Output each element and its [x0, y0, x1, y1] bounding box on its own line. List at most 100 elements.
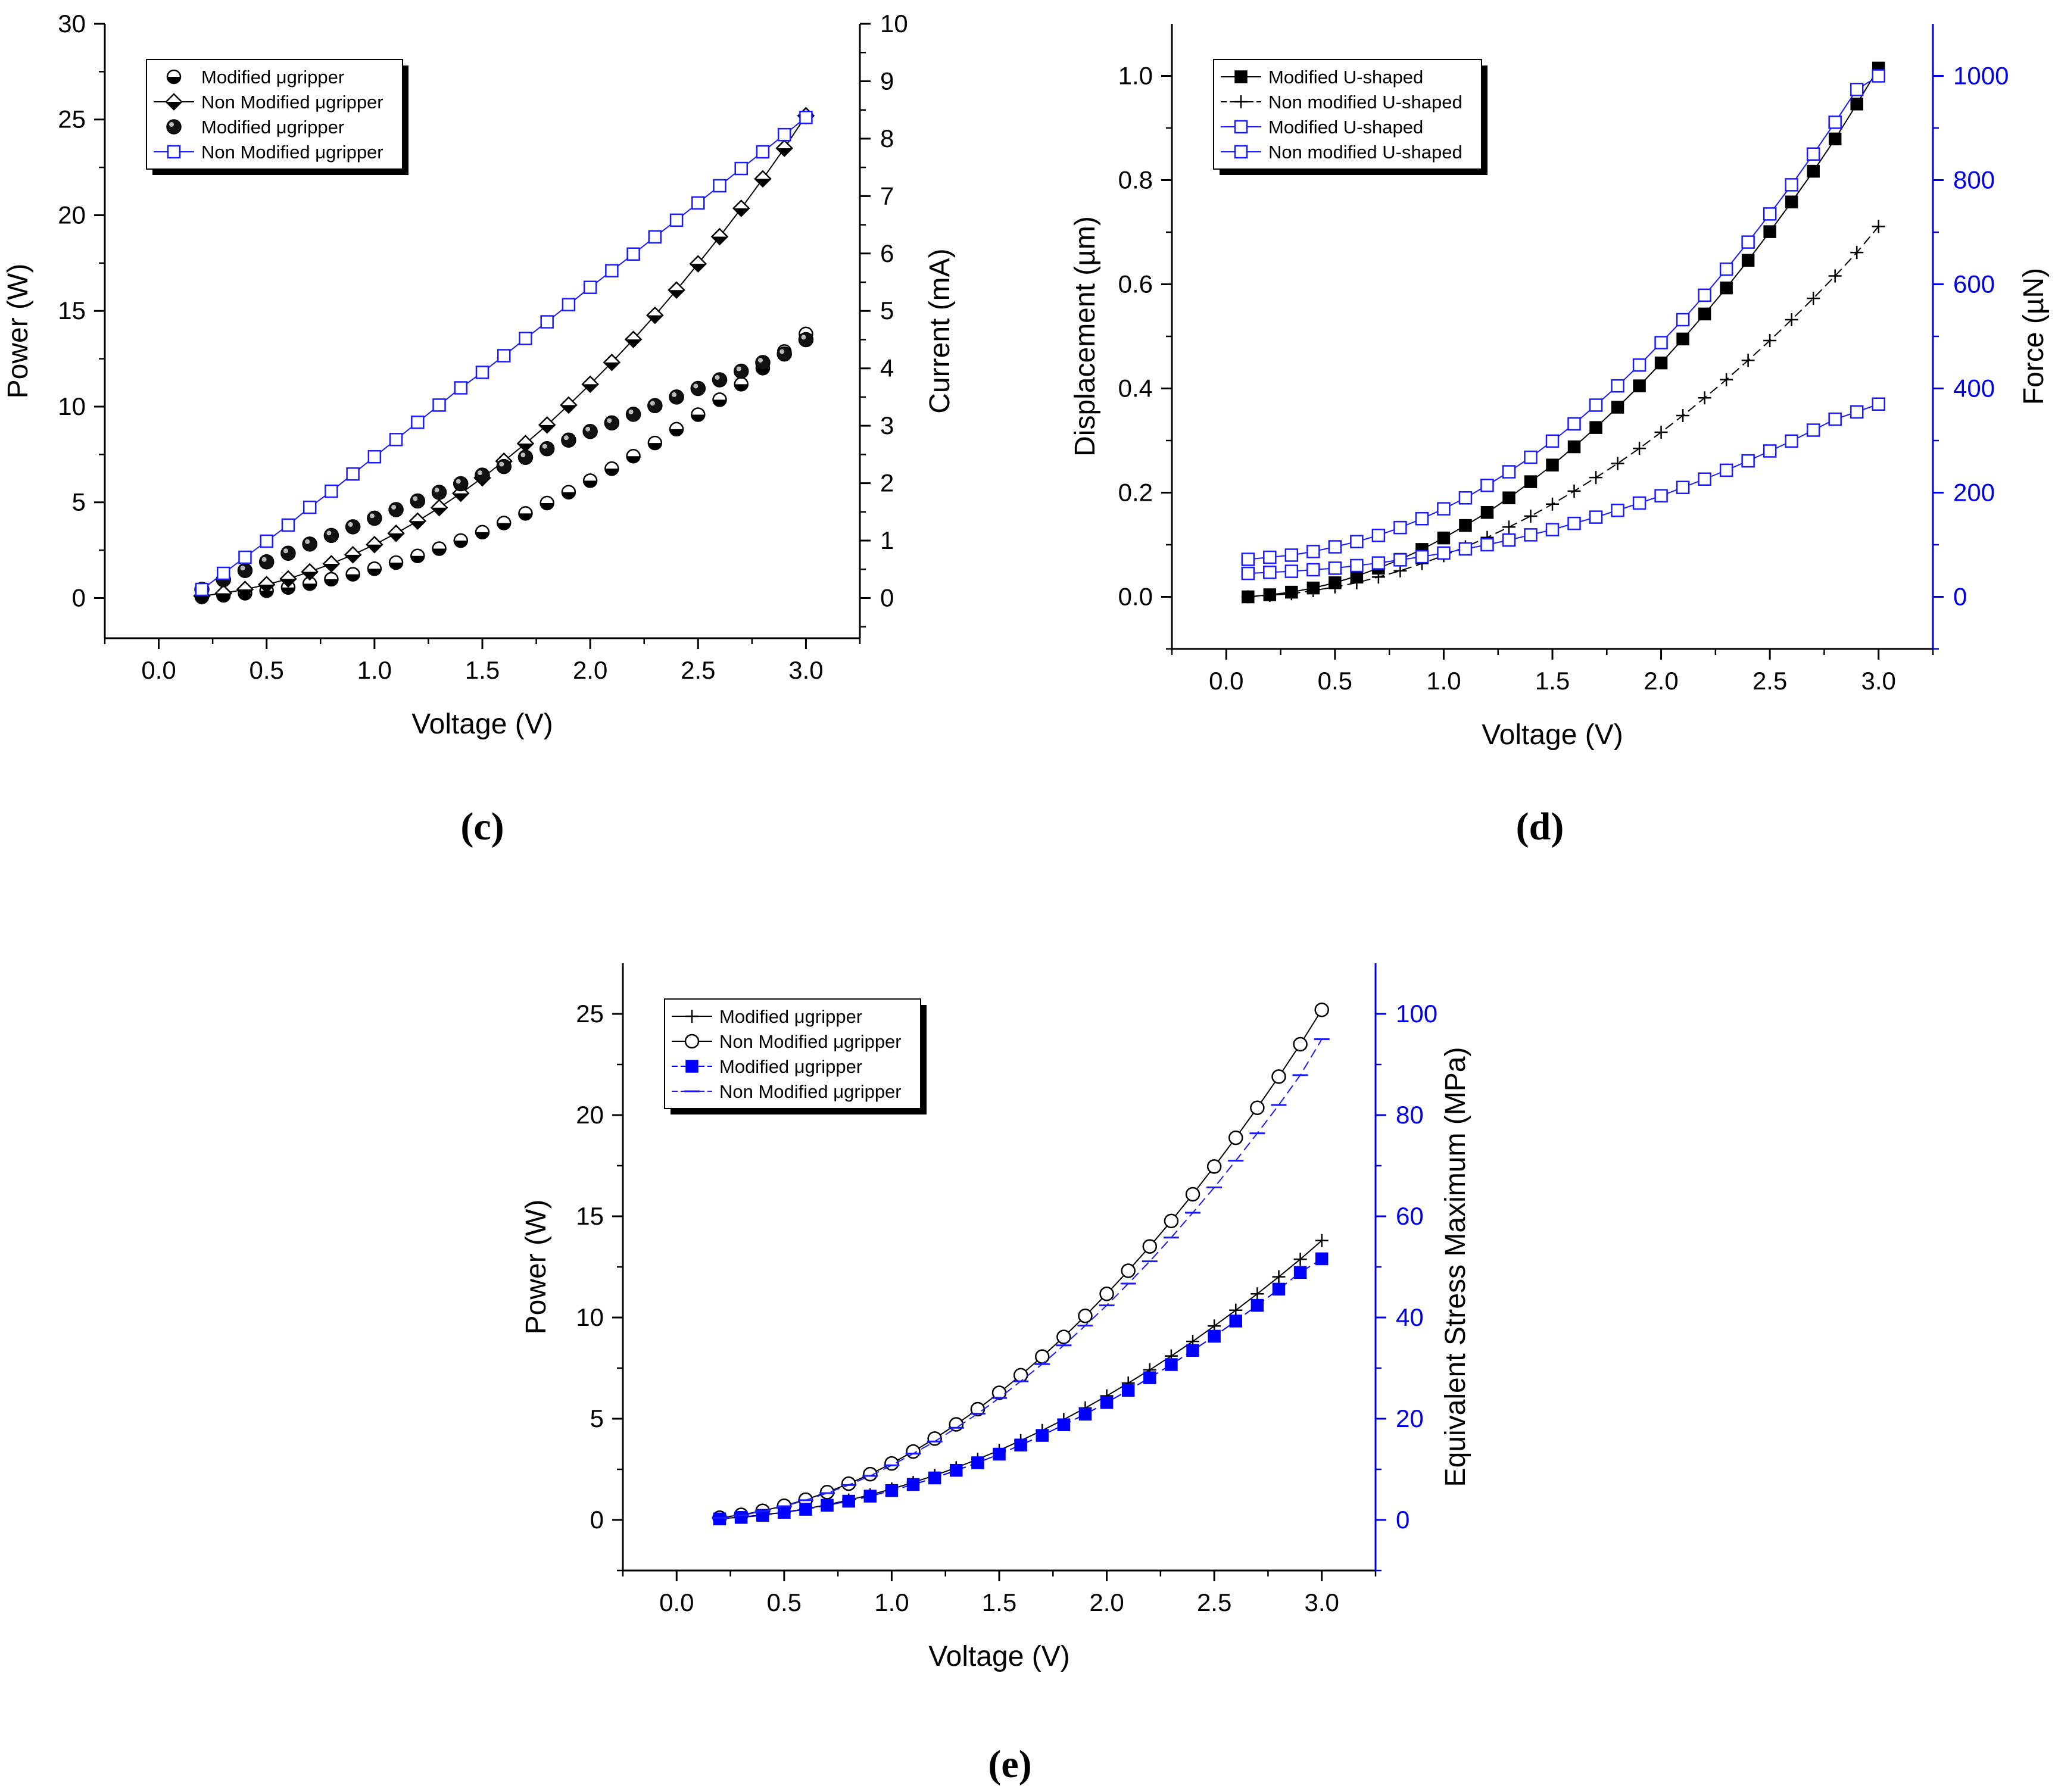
data-point	[1350, 558, 1364, 573]
data-point	[1284, 548, 1299, 562]
y2-axis-title: Force (µN)	[2018, 268, 2050, 405]
x-axis-title: Voltage (V)	[928, 1641, 1069, 1672]
data-point	[475, 366, 489, 379]
x-tick-label: 0.5	[250, 656, 284, 684]
data-point	[928, 1471, 941, 1485]
data-point	[281, 518, 295, 532]
data-point	[1567, 516, 1581, 530]
y2-tick-label: 1000	[1953, 62, 2009, 90]
data-point	[1480, 538, 1494, 552]
data-point-fill	[432, 548, 446, 555]
y-tick-label: 0.8	[1118, 166, 1153, 194]
data-point	[971, 1456, 984, 1469]
data-point	[1654, 336, 1668, 349]
data-point	[756, 145, 770, 159]
data-point	[302, 536, 317, 552]
data-point-fill	[540, 503, 554, 510]
data-point	[691, 196, 705, 210]
y2-tick-label: 200	[1953, 479, 1995, 507]
data-point-shine	[305, 539, 310, 544]
data-point	[1208, 1329, 1221, 1343]
data-point	[303, 500, 317, 514]
data-point	[475, 467, 490, 483]
data-point	[1763, 444, 1777, 458]
data-point-fill	[734, 384, 748, 391]
data-point-fill	[303, 583, 317, 591]
data-point	[1121, 1263, 1136, 1278]
legend-label: Non Modified μgripper	[719, 1081, 902, 1102]
data-point	[562, 298, 576, 311]
data-point	[1078, 1309, 1093, 1323]
y-tick-label: 20	[576, 1101, 604, 1129]
data-point	[1719, 262, 1733, 276]
data-point	[1567, 484, 1581, 498]
data-point	[734, 161, 748, 176]
series-2	[713, 1252, 1329, 1526]
chart-panel-e: 0.0 0.5 1.0 1.5 2.0 2.5 3.0 0 5 10 15 20 25 0 20 40 60 80…	[520, 963, 1471, 1786]
data-point-shine	[413, 496, 418, 501]
data-point	[1741, 354, 1755, 367]
data-point	[1589, 471, 1603, 485]
data-point	[863, 1490, 877, 1503]
y-axis-title: Power (W)	[520, 1200, 552, 1335]
x-tick-label: 1.0	[1426, 667, 1461, 695]
data-point	[713, 179, 726, 193]
data-point	[734, 1511, 748, 1524]
legend-label: Modified μgripper	[719, 1006, 862, 1027]
data-point	[1524, 509, 1538, 523]
data-point	[1546, 497, 1559, 511]
y2-tick-label: 4	[880, 354, 894, 382]
data-point-shine	[456, 479, 461, 484]
data-point-fill	[453, 493, 469, 501]
y2-tick-label: 80	[1396, 1101, 1424, 1129]
y-tick-label: 0.6	[1118, 270, 1153, 298]
data-point	[1502, 491, 1515, 504]
data-point	[1698, 391, 1711, 405]
data-point-fill	[431, 507, 447, 516]
data-point	[885, 1484, 899, 1497]
y-tick-label: 15	[576, 1202, 604, 1230]
data-point	[1589, 421, 1602, 434]
x-tick-label: 3.0	[788, 656, 823, 684]
data-point	[1589, 398, 1603, 412]
data-point	[1763, 207, 1777, 221]
data-point-fill	[754, 179, 771, 187]
data-point	[539, 441, 555, 457]
data-point	[1720, 281, 1733, 295]
data-point-shine	[520, 452, 526, 458]
data-point-shine	[542, 444, 547, 449]
data-point	[1036, 1429, 1049, 1442]
y2-tick-label: 40	[1396, 1303, 1424, 1331]
data-point	[1057, 1418, 1071, 1431]
data-point-shine	[607, 418, 612, 423]
data-point	[1241, 590, 1255, 604]
data-point-fill	[648, 443, 662, 450]
y2-axis-title: Current (mA)	[924, 248, 956, 413]
y2-tick-label: 10	[880, 10, 908, 38]
y2-tick-label: 400	[1953, 374, 1995, 402]
data-point-fill	[582, 384, 598, 392]
data-point	[388, 502, 404, 517]
data-point	[1720, 373, 1733, 386]
data-point-fill	[539, 424, 555, 433]
data-point	[1437, 502, 1451, 516]
legend-box	[146, 59, 403, 170]
data-point	[1524, 528, 1538, 542]
data-point	[1698, 307, 1711, 321]
data-point	[1698, 472, 1711, 486]
data-point-shine	[736, 366, 741, 371]
x-tick-label: 0.5	[767, 1588, 802, 1616]
data-point	[1415, 550, 1429, 564]
legend-label: Non Modified μgripper	[201, 92, 383, 113]
data-point	[1393, 520, 1407, 535]
data-point-shine	[715, 374, 720, 380]
data-point	[1480, 479, 1494, 492]
data-point	[1763, 334, 1777, 347]
data-point-shine	[369, 513, 375, 519]
data-point	[217, 566, 230, 580]
legend-marker-fill	[167, 77, 180, 83]
y-tick-label: 5	[590, 1404, 604, 1432]
y2-tick-label: 800	[1953, 166, 1995, 194]
data-point	[1807, 164, 1820, 178]
y2-tick-label: 0	[1396, 1506, 1410, 1534]
